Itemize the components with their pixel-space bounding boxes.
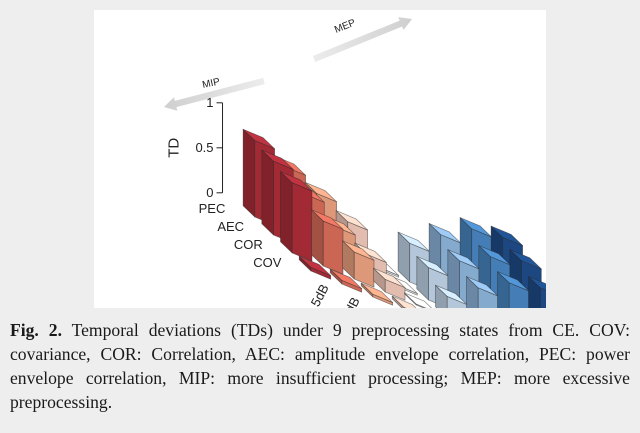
bar-cor-14db: [373, 267, 406, 301]
method-label-cov: COV: [253, 255, 282, 270]
td-tick-label: 1: [206, 95, 213, 110]
td-3d-bar-chart: 00.51TDMIPMEPPECAECCORCOV5dB8dB11dB14dBC…: [164, 17, 546, 308]
bar-cor-20pct: [435, 284, 468, 308]
state-label-5db: 5dB: [308, 282, 332, 308]
bar-cor-55pct: [497, 271, 530, 308]
td-tick-label: 0.5: [195, 140, 213, 155]
bar-cov-8db: [329, 268, 363, 293]
bar-cov-14db: [391, 295, 417, 308]
figure-panel: 00.51TDMIPMEPPECAECCORCOV5dB8dB11dB14dBC…: [94, 10, 546, 308]
bar-cor-ce: [404, 292, 433, 308]
method-label-cor: COR: [234, 237, 263, 252]
mep-arrow: [312, 17, 412, 63]
bar-cor-11db: [342, 240, 375, 288]
caption-label: Fig. 2.: [10, 320, 62, 340]
td-axis-title: TD: [166, 138, 183, 158]
caption-text: Temporal deviations (TDs) under 9 prepro…: [10, 320, 630, 412]
bar-cov-11db: [360, 282, 394, 306]
bar-cor-70pct: [528, 276, 546, 308]
mep-label: MEP: [333, 17, 358, 35]
mip-label: MIP: [201, 76, 221, 91]
figure-caption: Fig. 2. Temporal deviations (TDs) under …: [10, 318, 630, 414]
method-label-aec: AEC: [217, 219, 244, 234]
bar-pec-20pct: [397, 231, 430, 291]
bar-cor-8db: [311, 209, 344, 275]
bar-cov-5db: [298, 255, 332, 280]
state-label-8db: 8dB: [339, 295, 363, 308]
td-tick-label: 0: [206, 185, 213, 200]
method-label-pec: PEC: [199, 201, 226, 216]
mip-arrow: [164, 77, 265, 111]
